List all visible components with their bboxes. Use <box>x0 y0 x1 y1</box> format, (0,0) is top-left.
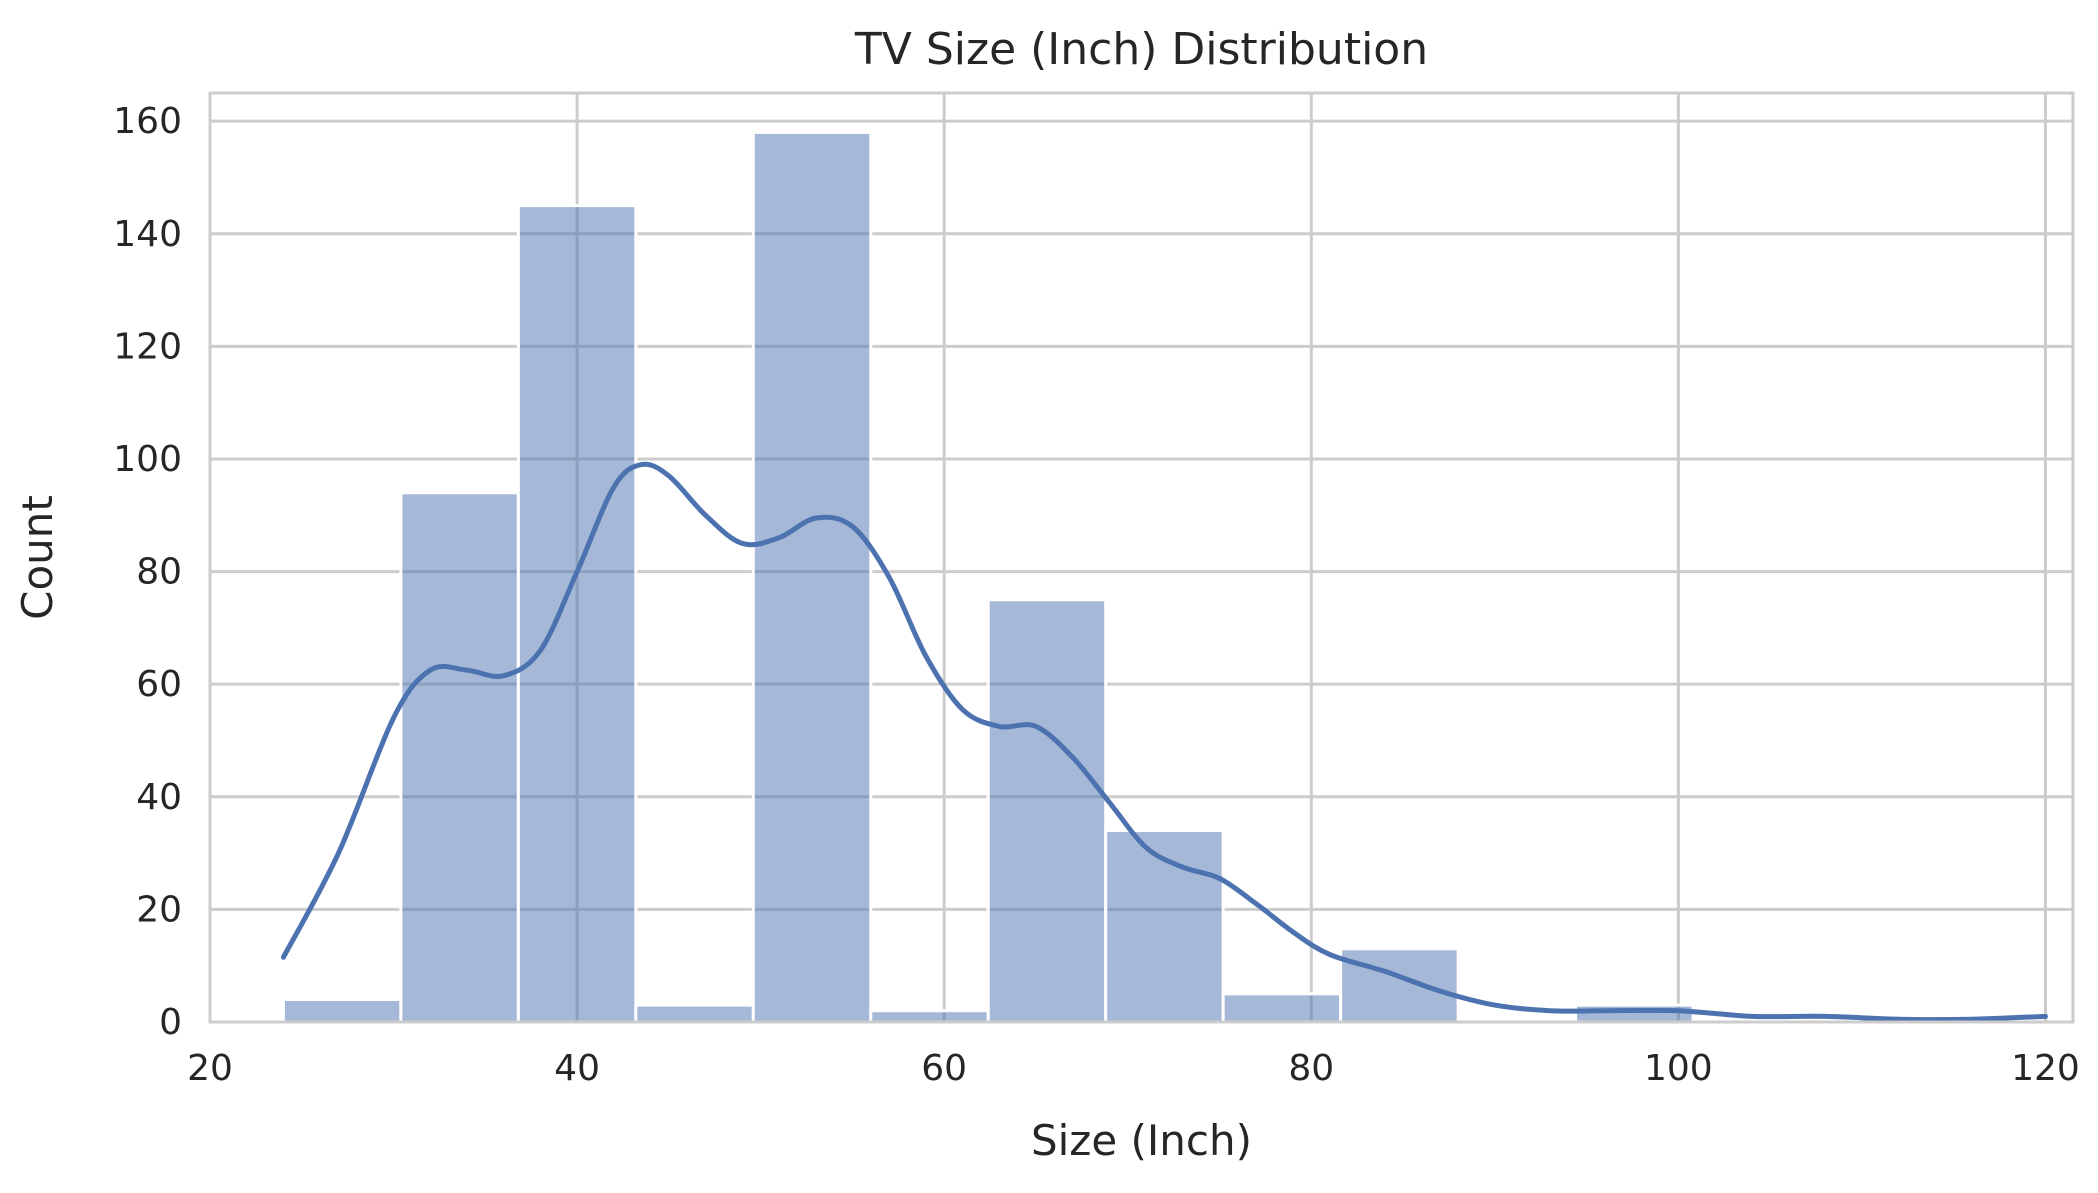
y-tick-label: 20 <box>136 889 182 930</box>
kde-layer <box>280 461 2048 1023</box>
x-tick-label: 80 <box>1288 1048 1334 1089</box>
histogram-bar <box>1574 1003 1695 1024</box>
kde-curve <box>280 461 2048 1023</box>
x-tick-labels: 20 40 60 80 100 120 <box>187 1048 2080 1089</box>
y-tick-label: 60 <box>136 664 182 705</box>
y-tick-label: 80 <box>136 552 182 593</box>
y-tick-labels: 0 20 40 60 80 100 120 140 160 <box>113 101 182 1043</box>
bars-layer <box>281 130 1695 1024</box>
y-tick-label: 120 <box>113 326 182 367</box>
y-axis-title: Count <box>13 495 62 620</box>
histogram-bar <box>1339 947 1460 1024</box>
x-tick-label: 60 <box>921 1048 967 1089</box>
x-tick-label: 20 <box>187 1048 233 1089</box>
histogram-bar <box>869 1009 990 1024</box>
x-axis-title: Size (Inch) <box>1031 1116 1252 1165</box>
histogram-bar <box>516 204 638 1024</box>
y-tick-label: 100 <box>113 439 182 480</box>
y-tick-label: 160 <box>113 101 182 142</box>
histogram-bar <box>986 598 1108 1024</box>
x-tick-label: 40 <box>554 1048 600 1089</box>
chart-title: TV Size (Inch) Distribution <box>854 24 1428 75</box>
x-tick-label: 100 <box>1644 1048 1713 1089</box>
histogram-bar <box>751 130 873 1024</box>
y-tick-label: 0 <box>159 1002 182 1043</box>
histogram-bar <box>634 1003 755 1024</box>
y-tick-label: 140 <box>113 214 182 255</box>
histogram-bar <box>281 997 403 1024</box>
histogram-bar <box>1221 992 1343 1024</box>
plot-frame <box>208 91 2075 1024</box>
histogram-bar <box>1104 829 1225 1024</box>
histogram-bar <box>399 491 520 1024</box>
y-tick-label: 40 <box>136 777 182 818</box>
x-tick-label: 120 <box>2011 1048 2080 1089</box>
